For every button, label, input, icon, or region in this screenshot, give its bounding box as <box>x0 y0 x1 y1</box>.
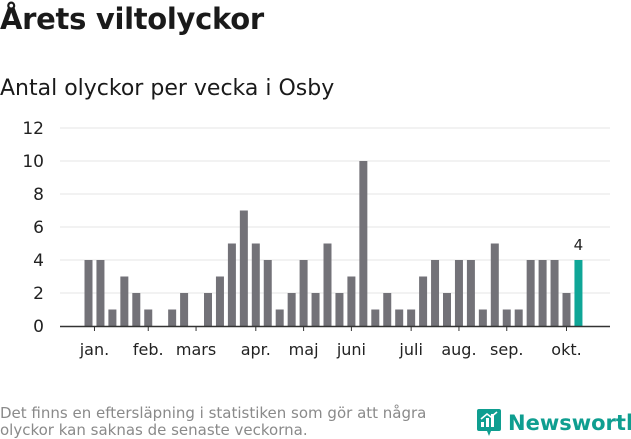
bar[interactable] <box>275 309 284 327</box>
bar[interactable] <box>526 260 535 326</box>
month-label: apr. <box>241 340 271 359</box>
bar[interactable] <box>514 309 523 327</box>
bar[interactable] <box>132 293 141 326</box>
bar[interactable] <box>454 260 463 326</box>
bar-chart: 0 2 4 6 8 10 12 4 jan. feb. mars apr. maj juni juli a… <box>22 119 610 359</box>
bar[interactable] <box>383 293 392 326</box>
month-label: mars <box>176 340 216 359</box>
y-tick-label: 0 <box>33 317 44 337</box>
chart-subtitle: Antal olyckor per vecka i Osby <box>0 76 335 101</box>
bar[interactable] <box>359 161 368 326</box>
month-label: sep. <box>490 340 523 359</box>
bar-highlight[interactable] <box>574 260 583 326</box>
y-tick-label: 6 <box>33 218 44 238</box>
bar[interactable] <box>311 293 320 326</box>
bar[interactable] <box>323 243 332 327</box>
bar[interactable] <box>108 309 117 327</box>
bar[interactable] <box>335 293 344 326</box>
y-tick-label: 8 <box>33 185 44 205</box>
bar[interactable] <box>347 276 356 327</box>
month-label: maj <box>289 340 319 359</box>
bar[interactable] <box>562 293 571 326</box>
bar[interactable] <box>478 309 487 327</box>
bar[interactable] <box>96 260 105 326</box>
bar[interactable] <box>168 309 177 327</box>
bar[interactable] <box>490 243 499 327</box>
month-label: jan. <box>79 340 109 359</box>
y-axis-ticks: 0 2 4 6 8 10 12 <box>22 119 44 337</box>
bar[interactable] <box>120 276 129 327</box>
bar[interactable] <box>227 243 236 327</box>
bar[interactable] <box>204 293 212 326</box>
bar[interactable] <box>299 260 308 326</box>
bar[interactable] <box>502 309 511 327</box>
month-label: juni <box>336 340 366 359</box>
bar[interactable] <box>239 210 248 327</box>
month-labels: jan. feb. mars apr. maj juni juli aug. sep. okt. <box>79 326 582 359</box>
grid-lines <box>60 127 610 294</box>
bar[interactable] <box>466 260 475 326</box>
bar[interactable] <box>251 243 260 327</box>
bar-value-label: 4 <box>574 236 584 254</box>
bar[interactable] <box>407 309 416 327</box>
bar[interactable] <box>84 260 93 326</box>
bars: 4 <box>84 161 584 327</box>
bar[interactable] <box>443 293 451 326</box>
brand-name: Newsworthy <box>508 411 631 435</box>
y-tick-label: 10 <box>22 152 44 172</box>
y-tick-label: 12 <box>22 119 44 139</box>
y-tick-label: 4 <box>33 251 44 271</box>
bar[interactable] <box>419 276 428 327</box>
bar[interactable] <box>215 276 224 327</box>
newsworthy-logo[interactable]: Newsworthy <box>476 408 631 438</box>
y-tick-label: 2 <box>33 284 44 304</box>
bar[interactable] <box>395 309 404 327</box>
newsworthy-logo-icon <box>477 409 501 436</box>
bar[interactable] <box>263 260 272 326</box>
bar[interactable] <box>538 260 547 326</box>
bar[interactable] <box>180 293 189 326</box>
bar[interactable] <box>371 309 380 327</box>
bar[interactable] <box>431 260 440 326</box>
footnote: Det finns en eftersläpning i statistiken… <box>0 404 427 439</box>
month-label: feb. <box>133 340 164 359</box>
bar[interactable] <box>550 260 559 326</box>
month-label: juli <box>398 340 422 359</box>
month-label: aug. <box>441 340 476 359</box>
bar[interactable] <box>144 309 153 327</box>
chart-title: Årets viltolyckor <box>0 2 264 36</box>
bar[interactable] <box>287 293 296 326</box>
month-label: okt. <box>551 340 581 359</box>
